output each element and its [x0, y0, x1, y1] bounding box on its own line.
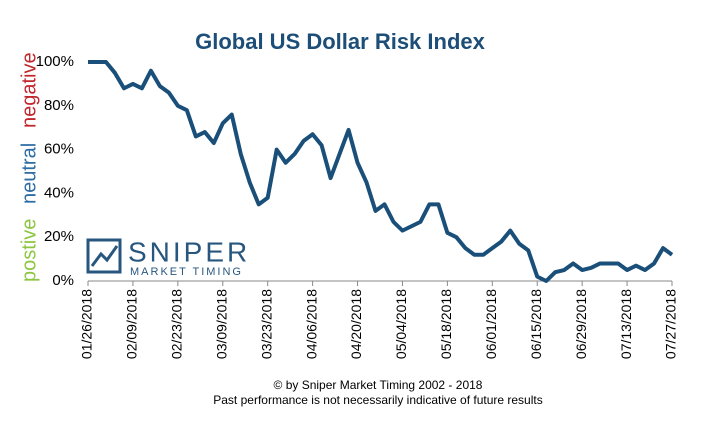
x-tick-label: 01/26/2018 — [79, 289, 95, 359]
side-label-negative: negative — [18, 52, 40, 128]
x-tick-label: 07/27/2018 — [663, 289, 679, 359]
y-tick-label: 80% — [44, 97, 74, 114]
logo-icon-line — [90, 245, 119, 267]
data-line — [88, 60, 674, 283]
x-tick-label: 06/29/2018 — [573, 289, 589, 359]
x-tick-label: 03/09/2018 — [213, 289, 229, 359]
x-tick-label: 07/13/2018 — [618, 289, 634, 359]
logo-title: SNIPER — [128, 236, 250, 267]
x-tick-label: 05/04/2018 — [393, 289, 409, 359]
side-label-positive: postive — [18, 219, 40, 282]
y-tick-label: 20% — [44, 228, 74, 245]
chart-title: Global US Dollar Risk Index — [195, 29, 486, 54]
x-tick-label: 05/18/2018 — [438, 289, 454, 359]
logo-icon — [86, 238, 122, 274]
logo: SNIPER MARKET TIMING — [86, 236, 250, 278]
x-tick-label: 03/23/2018 — [258, 289, 274, 359]
side-label-neutral: neutral — [18, 143, 40, 204]
x-tick-label: 02/23/2018 — [169, 289, 185, 359]
x-tick-label: 04/06/2018 — [303, 289, 319, 359]
footer-disclaimer: Past performance is not necessarily indi… — [213, 393, 542, 407]
footer-copyright: © by Sniper Market Timing 2002 - 2018 — [274, 378, 483, 392]
y-tick-label: 100% — [36, 53, 74, 70]
x-tick-label: 04/20/2018 — [348, 289, 364, 359]
y-tick-label: 40% — [44, 184, 74, 201]
y-tick-label: 0% — [52, 272, 74, 289]
x-tick-label: 06/01/2018 — [483, 289, 499, 359]
x-tick-label: 02/09/2018 — [124, 289, 140, 359]
logo-subtitle: MARKET TIMING — [130, 266, 243, 278]
y-tick-label: 60% — [44, 141, 74, 158]
x-tick-label: 06/15/2018 — [528, 289, 544, 359]
